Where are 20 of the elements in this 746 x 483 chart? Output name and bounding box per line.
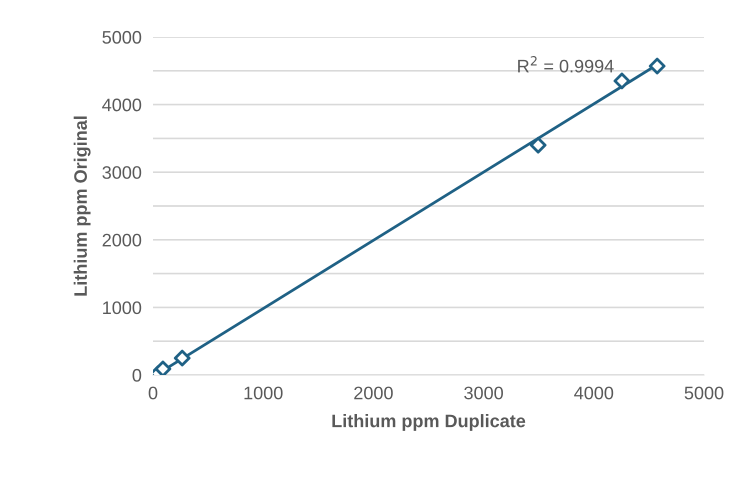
x-axis-title: Lithium ppm Duplicate [332,414,526,431]
point [530,136,546,154]
x-tick-label: 3000 [464,386,503,400]
y-tick-label: 0 [132,368,142,382]
y-tick-label: 2000 [102,234,142,247]
annotation: R$^{2}$ = 0.9994 [518,56,614,73]
y-axis-title: Lithium ppm Original [74,116,91,296]
y-tick-label: 5000 [102,30,142,44]
y-tick-label: 1000 [103,301,142,314]
point [648,58,666,74]
point [174,350,191,366]
point [614,72,630,90]
x-tick-label: 4000 [574,386,614,400]
x-tick-label: 2000 [354,386,393,400]
x-tick-label: 0 [148,386,158,400]
x-tick-label: 1000 [244,386,283,400]
y-tick-label: 4000 [102,98,142,112]
x-tick-label: 5000 [684,386,724,400]
point [154,360,172,375]
y-tick-label: 3000 [102,166,142,179]
